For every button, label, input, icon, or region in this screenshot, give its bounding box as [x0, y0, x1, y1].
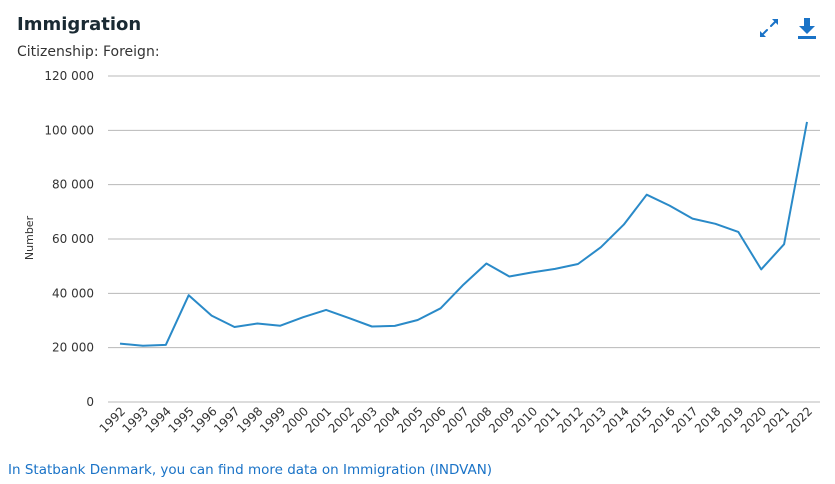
y-tick-label: 120 000: [44, 69, 94, 83]
y-tick-label: 40 000: [52, 286, 94, 300]
chart-subtitle: Citizenship: Foreign:: [17, 44, 160, 60]
y-tick-label: 60 000: [52, 232, 94, 246]
chart-title: Immigration: [17, 14, 142, 35]
y-tick-label: 20 000: [52, 341, 94, 355]
chart-toolbar: [757, 16, 819, 40]
y-tick-label: 100 000: [44, 123, 94, 137]
y-axis-title: Number: [23, 215, 36, 260]
y-tick-label: 0: [86, 395, 94, 409]
expand-arrows-icon[interactable]: [757, 16, 781, 40]
y-tick-label: 80 000: [52, 178, 94, 192]
x-tick-label: 2022: [784, 404, 815, 435]
y-axis-ticks: 0 20 000 40 000 60 000 80 000 100 000 120 000: [44, 69, 94, 409]
statbank-link[interactable]: In Statbank Denmark, you can find more d…: [8, 462, 493, 478]
download-arrow-icon[interactable]: [795, 16, 819, 40]
x-axis-ticks: 1992199319941995199619971998199920002001…: [97, 404, 815, 435]
gridlines: [108, 75, 820, 403]
series-line: [119, 121, 808, 347]
